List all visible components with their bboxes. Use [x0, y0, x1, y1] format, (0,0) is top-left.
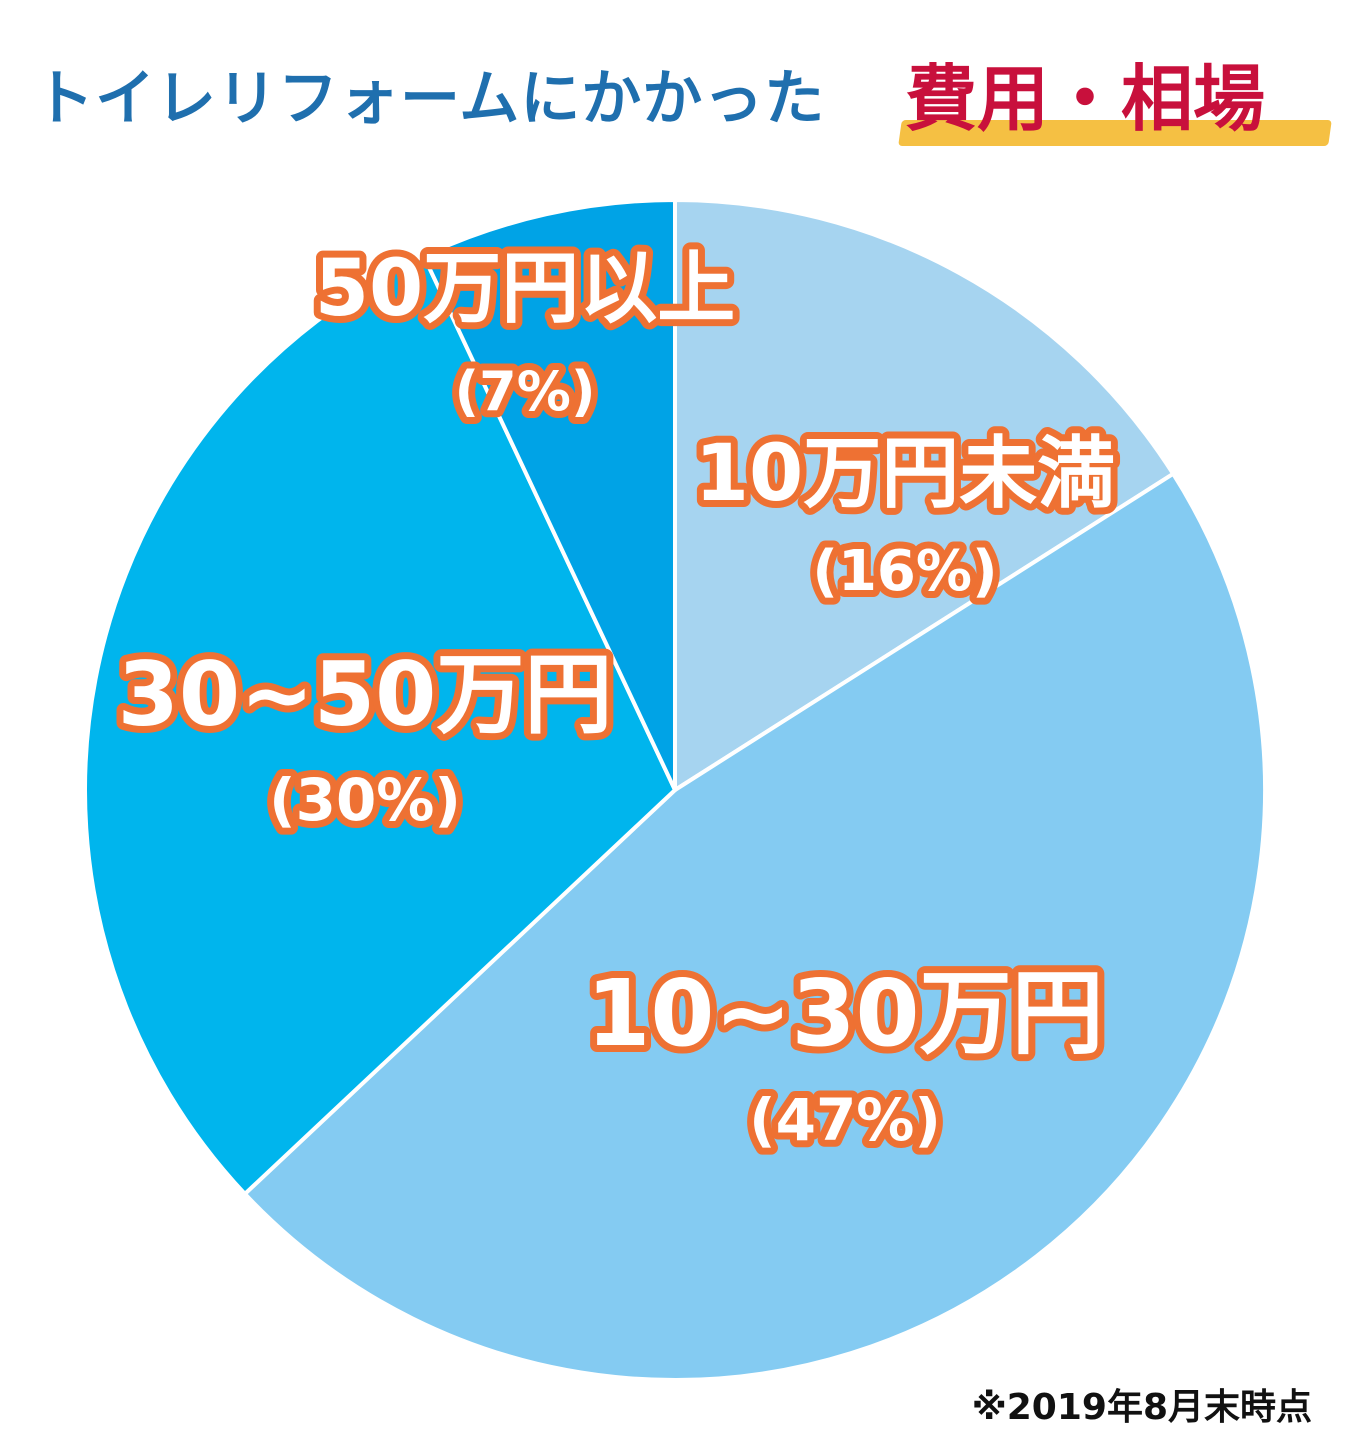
- slice-percent-label-2: (47%): [749, 1086, 941, 1154]
- pie-slice-2: [242, 471, 1267, 1382]
- chart-title: トイレリフォームにかかった 費用・相場: [0, 28, 1360, 158]
- slice-label-1: 10万円未満: [695, 429, 1116, 519]
- slice-percent-label-1: (16%): [812, 539, 997, 604]
- pie-slice-1: [673, 198, 1176, 792]
- slice-label-2: 10~30万円: [586, 960, 1103, 1067]
- slice-label-4: 50万円以上: [315, 244, 736, 334]
- slice-label-3: 30~50万円: [118, 643, 613, 746]
- slice-percent-label-3: (30%): [269, 766, 461, 834]
- slice-percent-label-4: (7%): [454, 360, 595, 423]
- chart-title-main: トイレリフォームにかかった: [34, 64, 826, 134]
- chart-title-accent: 費用・相場: [905, 57, 1266, 141]
- pie-slice-4: [421, 198, 677, 792]
- pie-slice-3: [83, 254, 677, 1196]
- footnote: ※2019年8月末時点: [971, 1387, 1312, 1428]
